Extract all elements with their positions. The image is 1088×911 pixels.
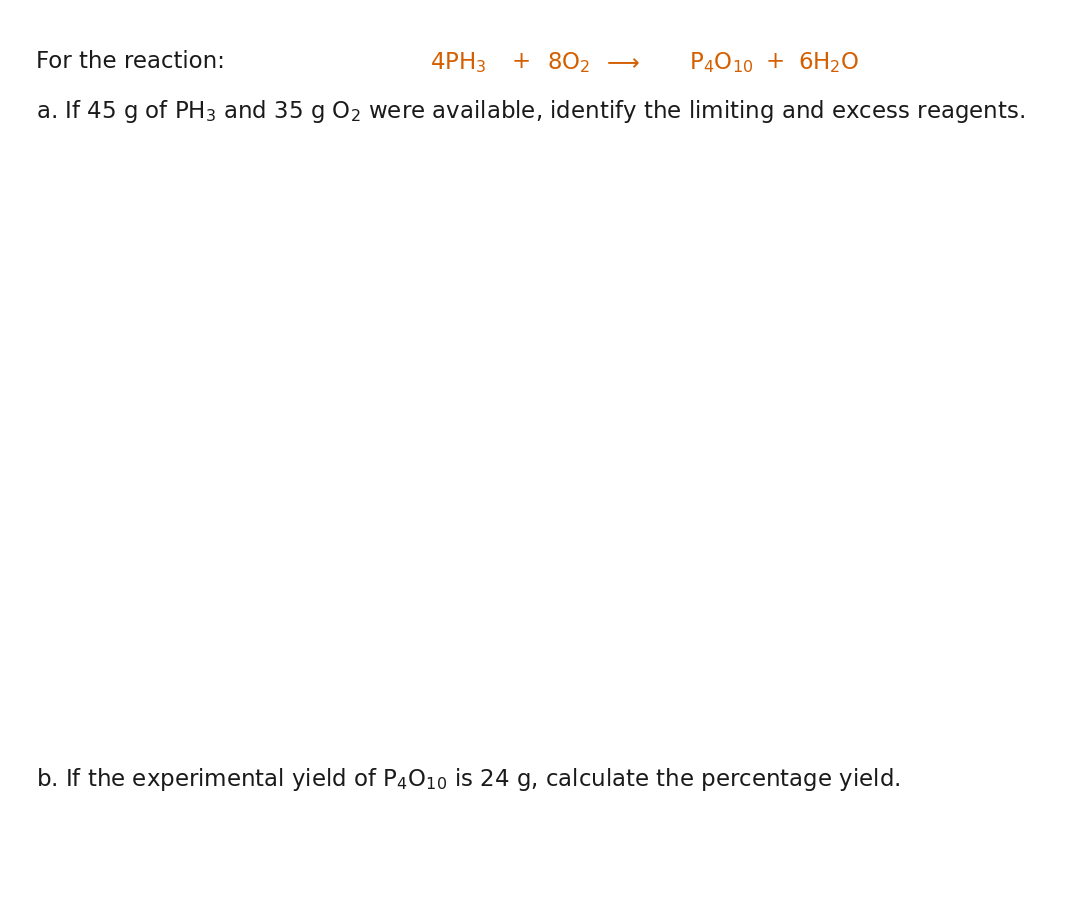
Text: $\longrightarrow$: $\longrightarrow$: [602, 50, 640, 73]
Text: b. If the experimental yield of $\mathregular{P_4O_{10}}$ is 24 g, calculate the: b. If the experimental yield of $\mathre…: [36, 765, 901, 793]
Text: a. If 45 g of $\mathregular{PH_3}$ and 35 g $\mathregular{O_2}$ were available, : a. If 45 g of $\mathregular{PH_3}$ and 3…: [36, 97, 1025, 125]
Text: $\mathregular{6H_2O}$: $\mathregular{6H_2O}$: [798, 50, 858, 75]
Text: $\mathregular{4PH_3}$: $\mathregular{4PH_3}$: [430, 50, 486, 75]
Text: For the reaction:: For the reaction:: [36, 50, 225, 73]
Text: $+$: $+$: [511, 50, 530, 73]
Text: $\mathregular{P_4O_{10}}$: $\mathregular{P_4O_{10}}$: [689, 50, 753, 75]
Text: $+$: $+$: [765, 50, 783, 73]
Text: $\mathregular{8O_2}$: $\mathregular{8O_2}$: [547, 50, 591, 75]
